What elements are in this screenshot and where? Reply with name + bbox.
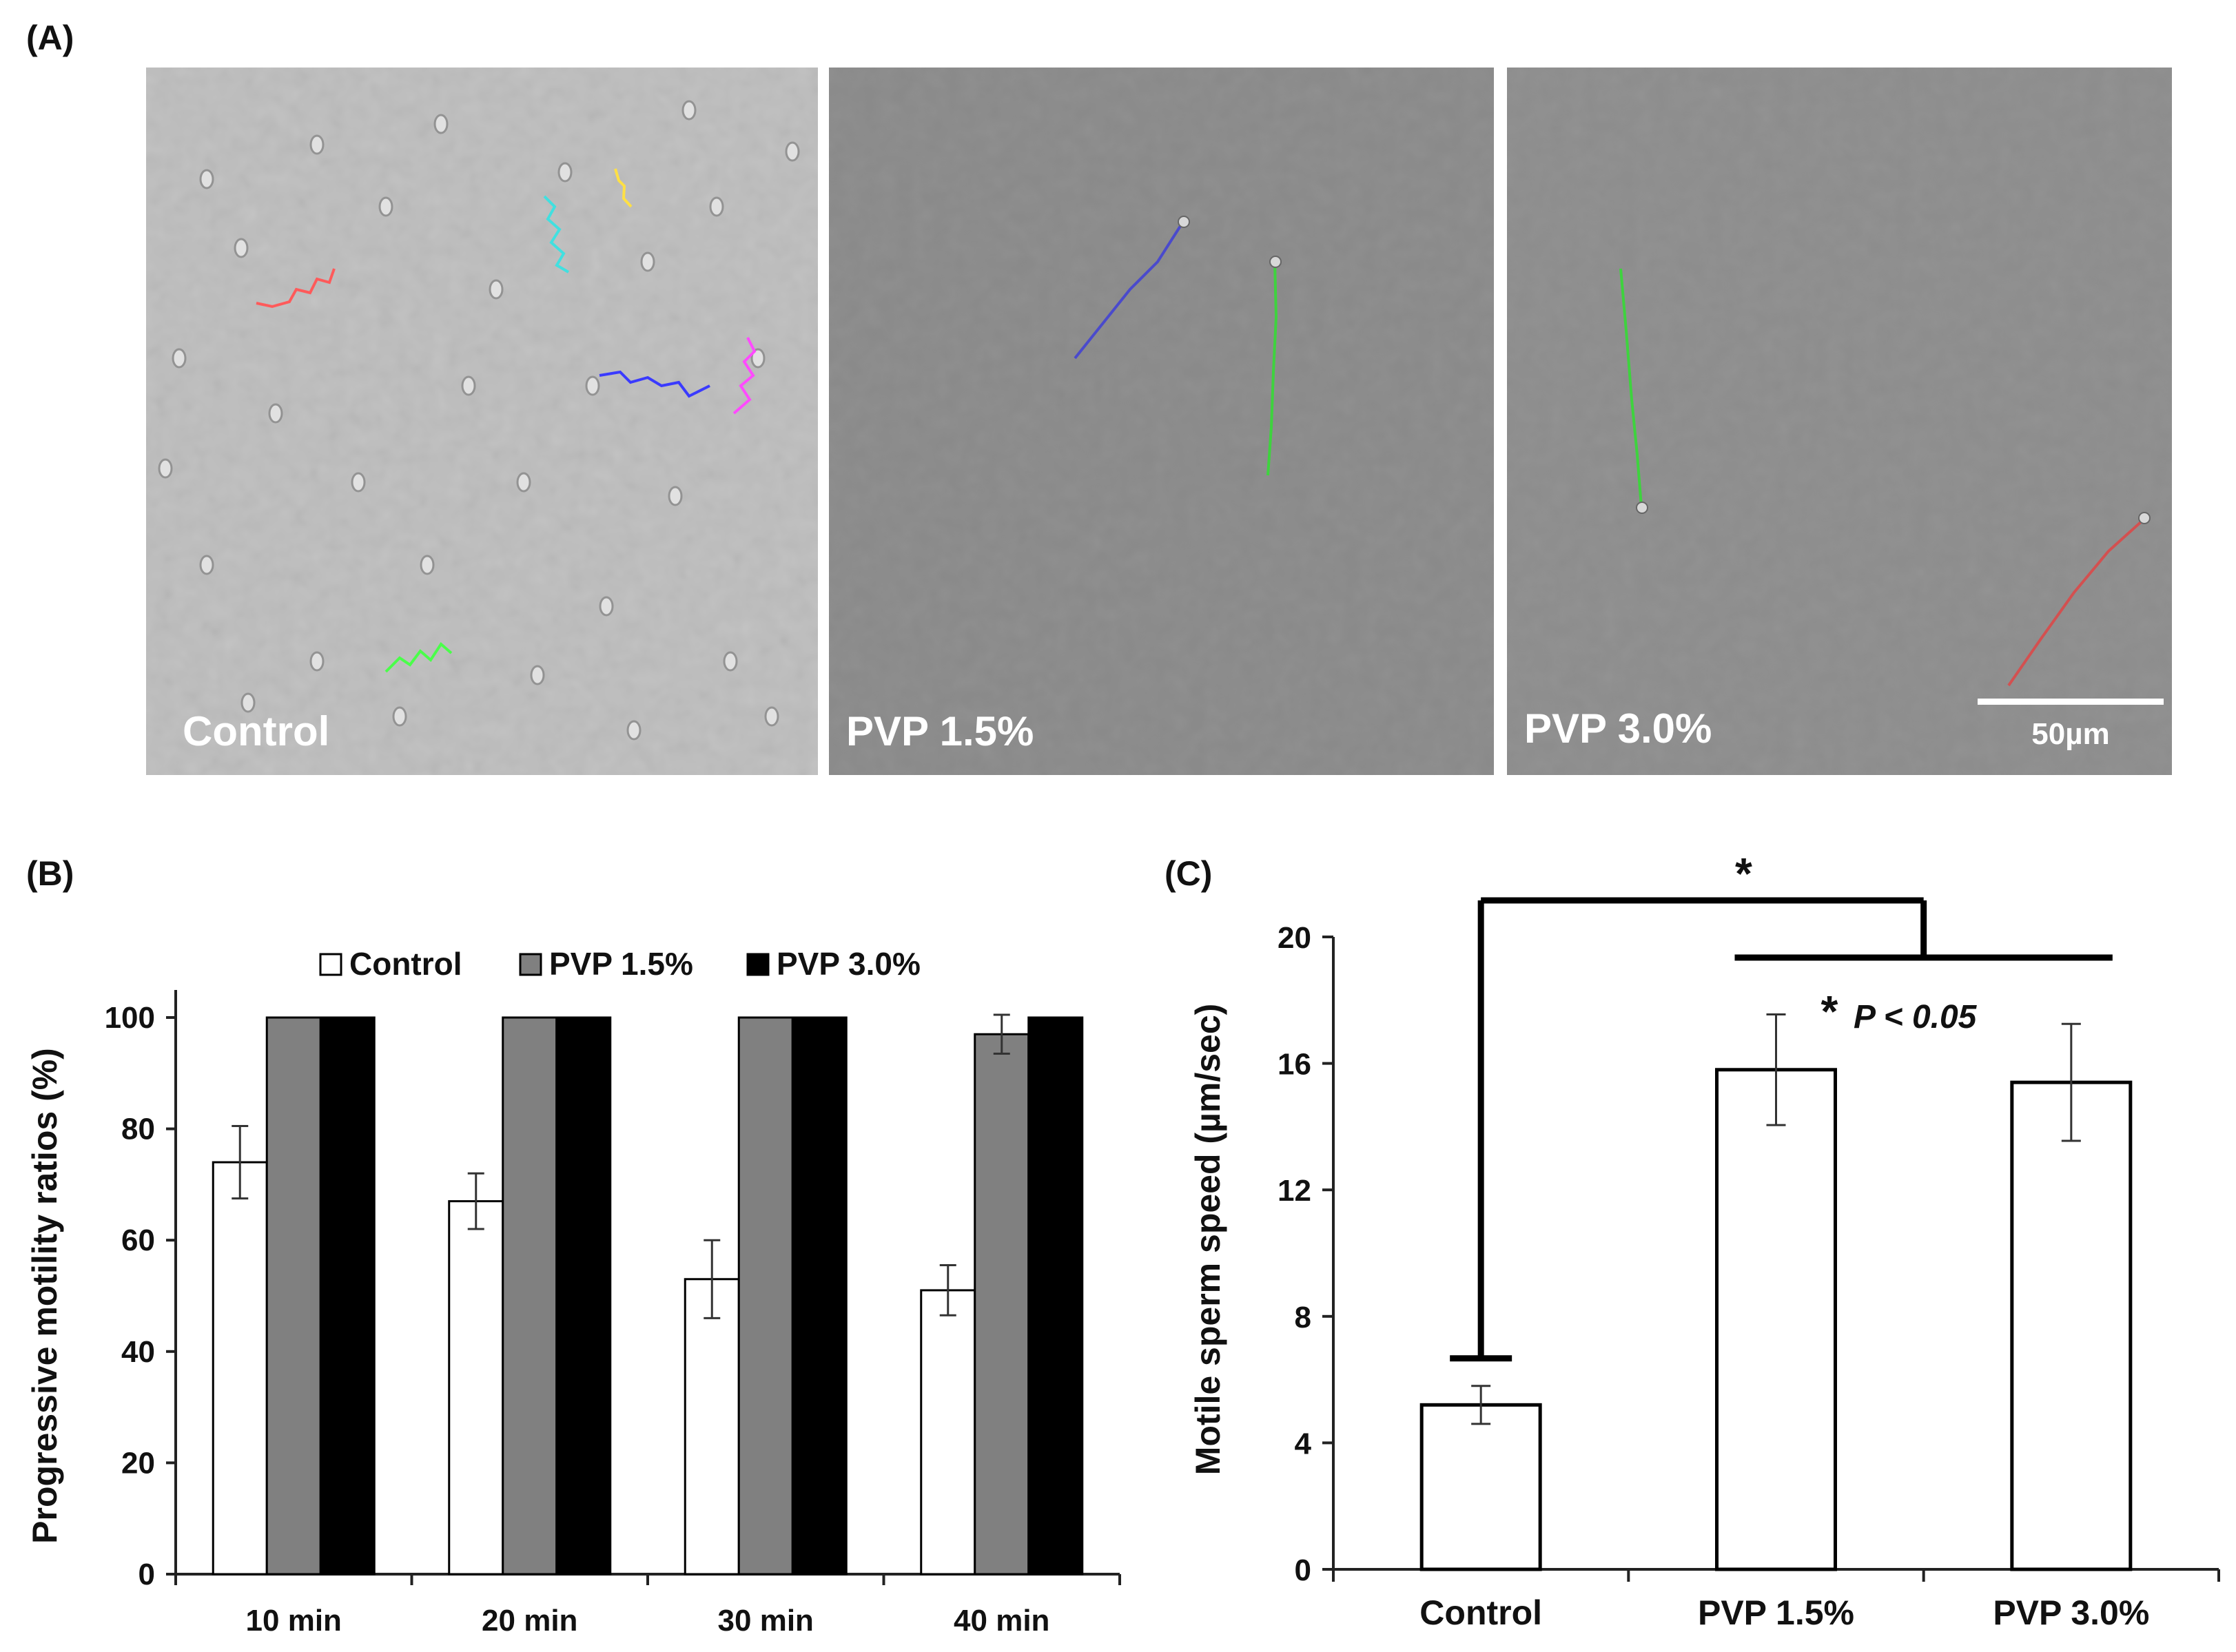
annotation-star: * [1821,987,1838,1036]
y-axis-title: Motile sperm speed (µm/sec) [1189,1004,1227,1476]
y-tick-label: 4 [1295,1427,1312,1460]
x-tick-label: PVP 1.5% [1698,1593,1854,1632]
legend-label: PVP 3.0% [777,946,921,982]
chart-c: 0 4 8 12 16 20 Control PVP 1.5% PVP 3.0% * * P < 0.… [1189,849,2220,1632]
y-tick-label: 12 [1278,1174,1311,1208]
y-tick-label: 100 [105,1001,155,1035]
bar [684,1278,740,1576]
bar [319,1016,376,1576]
y-axis-title: Progressive motility ratios (%) [25,1048,64,1544]
micrograph-control: Control [146,68,818,775]
motility-tracks [256,168,757,673]
panel-c-label: (C) [1165,854,1212,893]
panel-a-label: (A) [26,19,74,57]
bar [1715,1068,1837,1571]
panel-b-label: (B) [26,854,74,893]
bar [791,1016,848,1576]
bar [212,1161,268,1576]
bar [974,1033,1030,1576]
bar [737,1016,794,1576]
sperm-cells [158,100,800,741]
y-tick-label: 80 [121,1113,155,1146]
y-tick-label: 20 [1278,921,1311,955]
bar [265,1016,322,1576]
y-tick-label: 60 [121,1223,155,1257]
bar [920,1289,976,1576]
legend-swatch [319,953,342,976]
micrograph-control-label: Control [183,708,329,754]
scale-bar [1978,699,2164,705]
legend-label: Control [349,946,462,982]
significance-star: * [1735,849,1752,898]
x-tick-label: PVP 3.0% [1993,1593,2149,1632]
y-tick-label: 0 [139,1558,155,1591]
micrograph-pvp-1-5: PVP 1.5% [829,68,1494,775]
x-tick-label: 20 min [482,1604,577,1638]
legend-swatch [519,953,542,976]
y-tick-label: 40 [121,1335,155,1369]
micrograph-pvp-1-5-label: PVP 1.5% [846,708,1034,754]
annotation-text: P < 0.05 [1854,999,1978,1035]
legend-label: PVP 1.5% [549,946,693,982]
x-tick-label: 10 min [246,1604,342,1638]
y-tick-label: 20 [121,1446,155,1480]
bar [448,1200,504,1576]
x-tick-label: 40 min [954,1604,1049,1638]
y-tick-label: 0 [1295,1553,1311,1587]
motility-tracks [1074,223,1278,476]
chart-b: 0 20 40 60 80 100 10 min 20 min 30 min 40 min Cont… [25,946,1121,1638]
y-tick-label: 8 [1295,1301,1311,1334]
micrograph-pvp-3-0-label: PVP 3.0% [1524,705,1712,752]
y-tick-label: 16 [1278,1048,1311,1082]
bar [502,1016,558,1576]
bar [1419,1403,1542,1571]
x-tick-label: 30 min [718,1604,814,1638]
legend-swatch [746,953,770,976]
bar [1027,1016,1084,1576]
micrograph-pvp-3-0: 50µm PVP 3.0% [1507,68,2172,775]
x-tick-label: Control [1419,1593,1542,1632]
scale-bar-label: 50µm [2031,717,2109,751]
motility-tracks [1619,268,2144,687]
bar [2010,1080,2133,1571]
bar [555,1016,612,1576]
